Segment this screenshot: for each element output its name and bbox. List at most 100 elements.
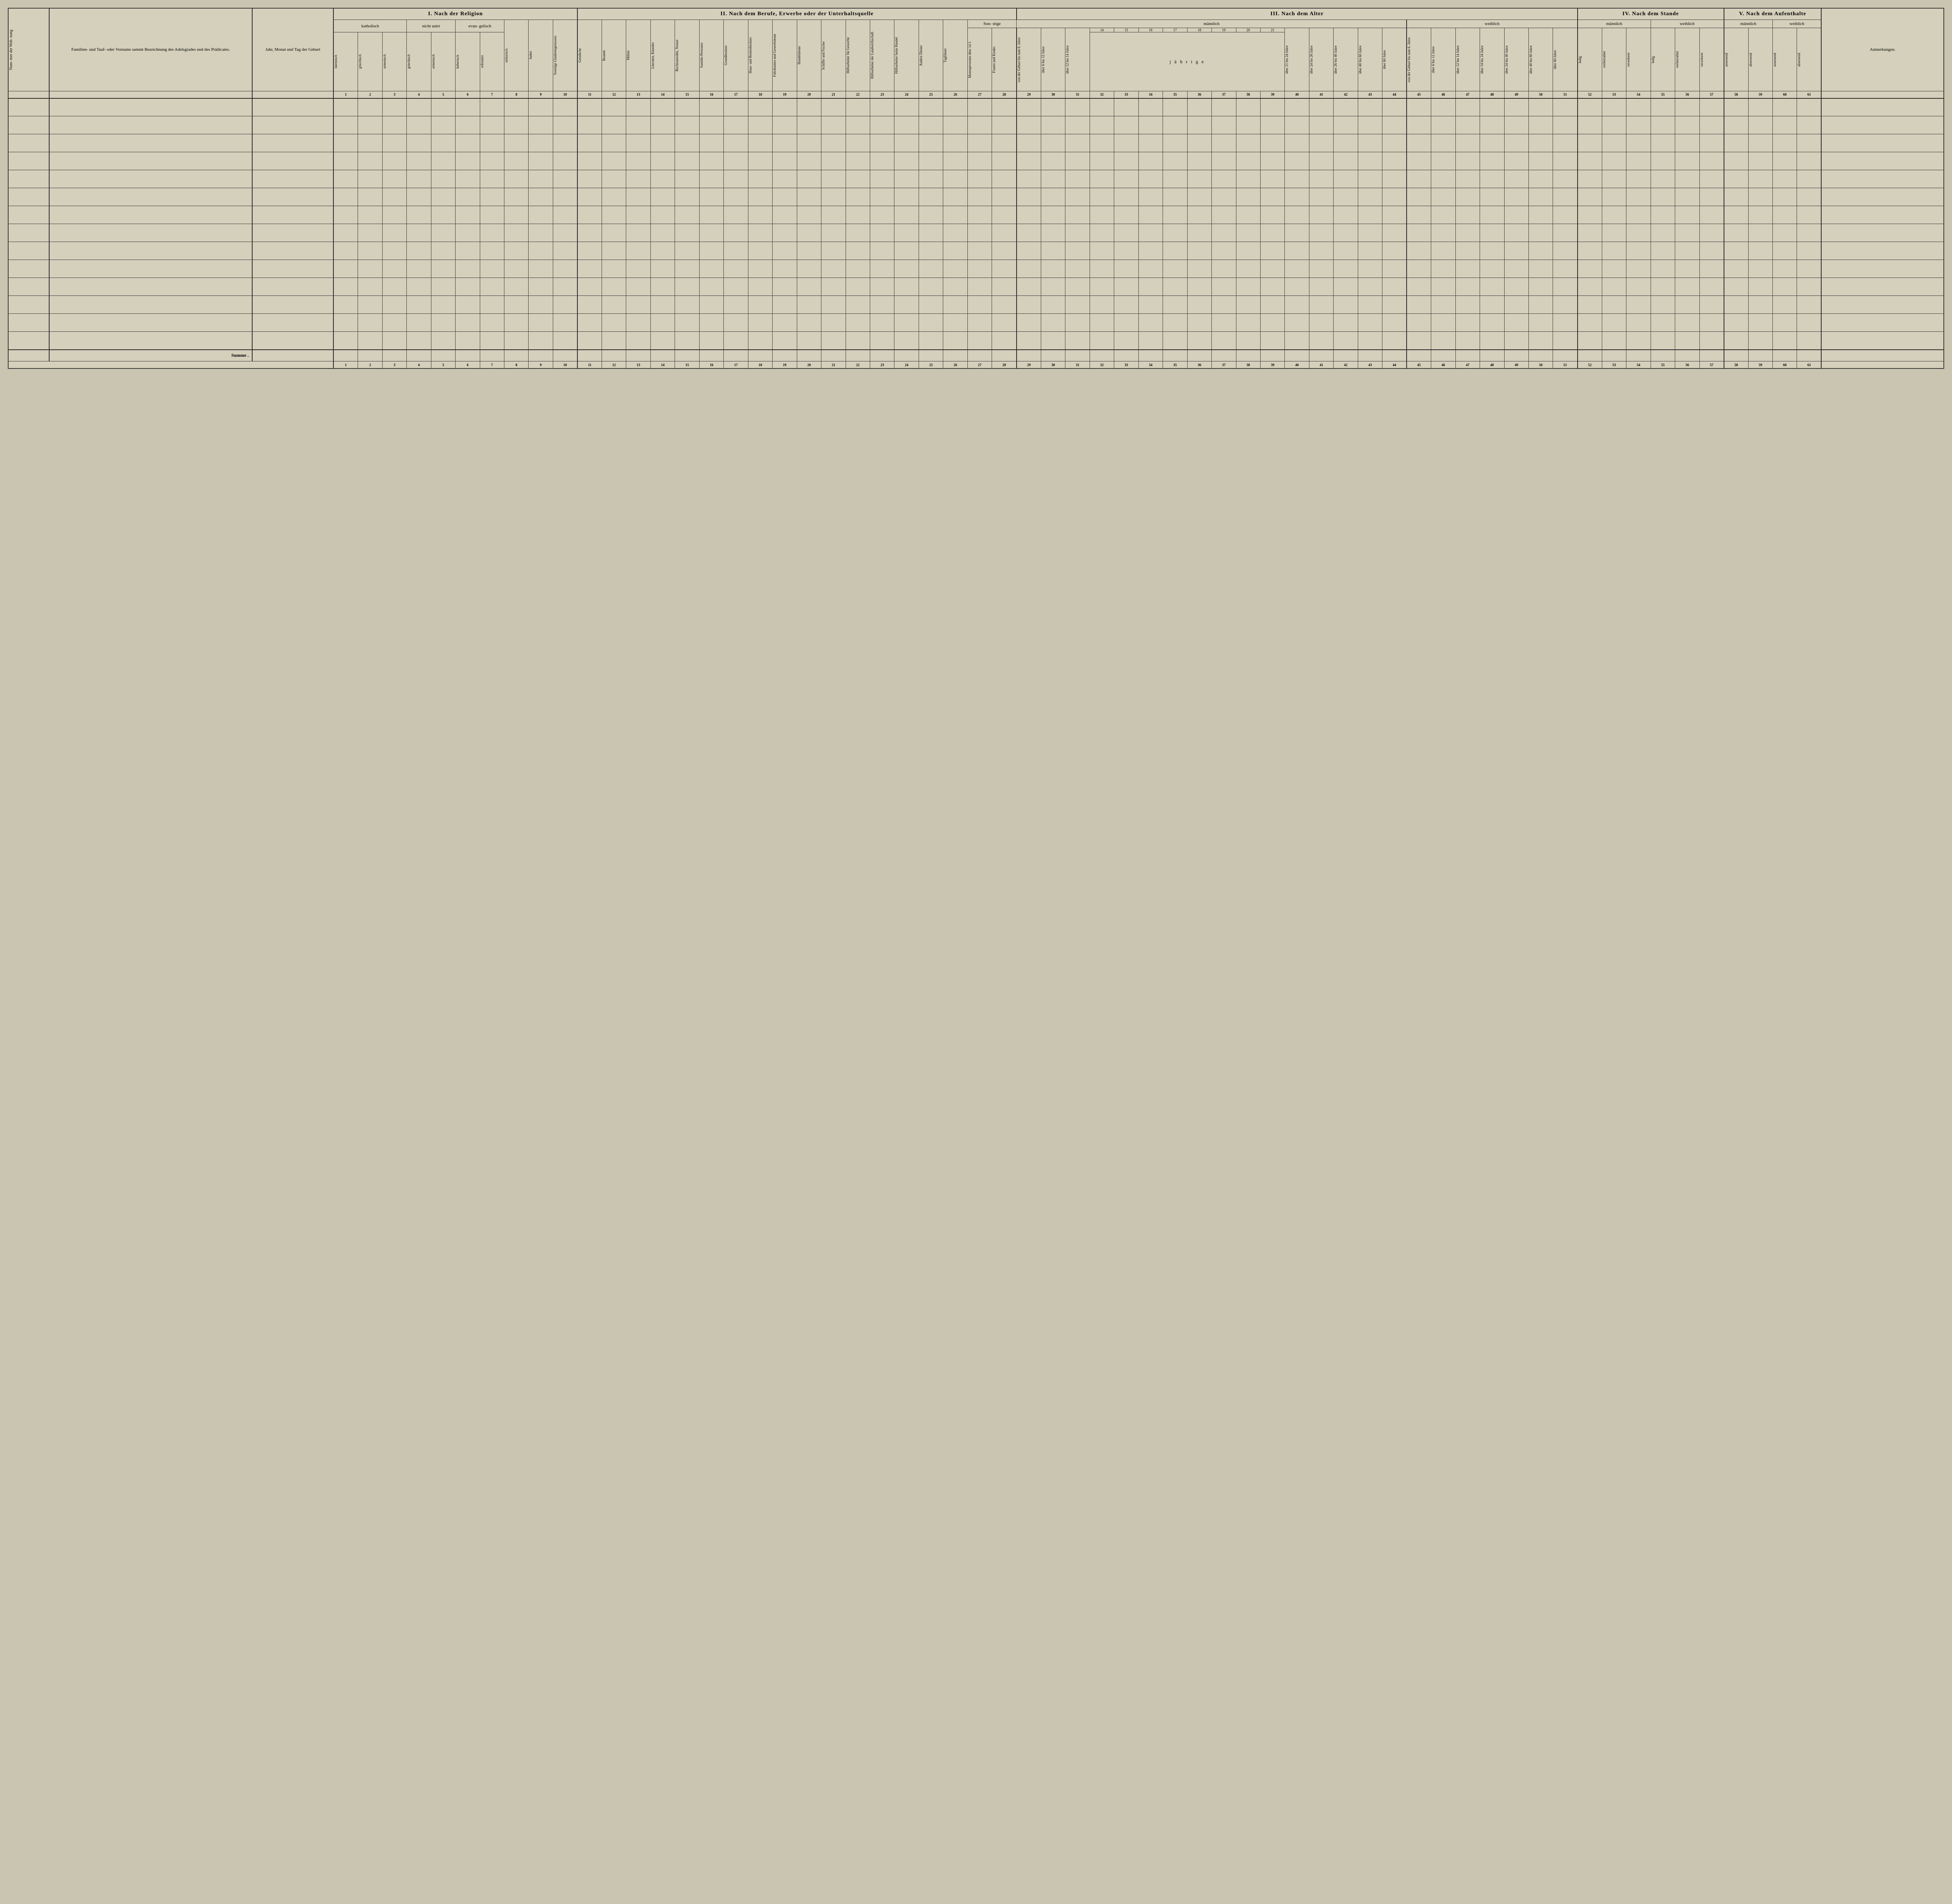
- col-beruf-14: Hilfsarbeiter beim Handel: [894, 20, 919, 91]
- yr-17: 17: [1163, 28, 1187, 32]
- yr-16: 16: [1138, 28, 1163, 32]
- summe-row: Summe .: [9, 350, 1944, 361]
- yr-14: 14: [1090, 28, 1114, 32]
- col-number-row-bottom: 12345 678910 1112131415 1617181920 21222…: [9, 361, 1944, 368]
- col-beruf-6: Sanitäts-Personen: [699, 20, 723, 91]
- section-religion: I. Nach der Religion: [333, 9, 577, 20]
- grp-katholisch: katholisch: [333, 20, 406, 32]
- yr-15: 15: [1114, 28, 1138, 32]
- table-row: [9, 98, 1944, 116]
- col-anmerkungen: Anmerkungen.: [1821, 9, 1943, 91]
- col-number-row-top: 12345 678910 1112131415 1617181920 21222…: [9, 91, 1944, 98]
- col-rel-10: Sonstige Glaubensgenossen: [553, 20, 577, 91]
- table-row: [9, 188, 1944, 206]
- col-rel-8: unitarisch: [504, 20, 529, 91]
- table-row: [9, 224, 1944, 242]
- col-rel-4: griechisch: [407, 32, 431, 91]
- col-beruf-8: Haus- und Rentenbesitzer: [748, 20, 772, 91]
- col-alter-mr2: über 24 bis 26 Jahre: [1309, 28, 1333, 91]
- col-alter-mr5: über 60 Jahre: [1382, 28, 1407, 91]
- col-alter-w6: über 40 bis 60 Jahre: [1528, 28, 1553, 91]
- col-rel-5: armenisch: [431, 32, 455, 91]
- col-beruf-5: Rechtsanwälte, Notare: [675, 20, 699, 91]
- col-stande-w2: verheirathet: [1675, 28, 1699, 91]
- table-header: Num- mer der Woh- nung Familien- und Tau…: [9, 9, 1944, 98]
- yr-21: 21: [1260, 28, 1284, 32]
- yr-19: 19: [1212, 28, 1236, 32]
- col-alter-w3: über 12 bis 14 Jahre: [1455, 28, 1480, 91]
- col-alter-w7: über 60 Jahre: [1553, 28, 1578, 91]
- lbl-jaehrige: j ä h r i g e: [1090, 32, 1285, 91]
- col-beruf-7: Grundbesitzer: [724, 20, 748, 91]
- col-beruf-12: Hilfsarbeiter für Gewerbe: [846, 20, 870, 91]
- census-table: Num- mer der Woh- nung Familien- und Tau…: [8, 8, 1944, 368]
- col-auf-m1: anwesend: [1724, 28, 1748, 91]
- col-rel-6: lutherisch: [456, 32, 480, 91]
- col-alter-mr4: über 40 bis 60 Jahre: [1358, 28, 1382, 91]
- data-rows: [9, 98, 1944, 350]
- table-row: [9, 134, 1944, 152]
- col-beruf-10: Handelsleute: [797, 20, 821, 91]
- col-beruf-15: Andere Diener: [919, 20, 943, 91]
- grp-alter-m: männlich: [1017, 20, 1407, 28]
- table-row: [9, 332, 1944, 350]
- grp-nicht-unirt: nicht unirt: [407, 20, 456, 32]
- col-beruf-18: Frauen und Kinder: [992, 28, 1017, 91]
- yr-18: 18: [1187, 28, 1211, 32]
- col-auf-m2: abwesend: [1748, 28, 1772, 91]
- yr-20: 20: [1236, 28, 1260, 32]
- col-stande-w1: ledig: [1651, 28, 1675, 91]
- col-geburt: Jahr, Monat und Tag der Geburt: [252, 9, 333, 91]
- section-stande: IV. Nach dem Stande: [1578, 9, 1724, 20]
- grp-stande-m: männlich: [1578, 20, 1651, 28]
- col-alter-w5: über 24 bis 40 Jahre: [1504, 28, 1528, 91]
- col-stande-w3: verwitwet: [1699, 28, 1724, 91]
- col-beruf-2: Beamte: [602, 20, 626, 91]
- col-alter-mr3: über 26 bis 40 Jahre: [1334, 28, 1358, 91]
- col-auf-w2: abwesend: [1797, 28, 1822, 91]
- table-row: [9, 278, 1944, 296]
- col-beruf-13: Hilfsarbeiter der Landwirthschaft: [870, 20, 894, 91]
- table-row: [9, 152, 1944, 170]
- col-alter-mr1: über 21 bis 24 Jahre: [1285, 28, 1309, 91]
- table-row: [9, 260, 1944, 278]
- col-alter-w4: über 14 bis 24 Jahre: [1480, 28, 1504, 91]
- col-rel-3: armenisch: [382, 32, 406, 91]
- grp-sonstige: Son- stige: [967, 20, 1017, 28]
- summe-label: Summe .: [49, 350, 253, 361]
- col-nummer: Num- mer der Woh- nung: [9, 9, 49, 91]
- col-rel-2: griechisch: [358, 32, 382, 91]
- table-row: [9, 296, 1944, 314]
- col-beruf-1: Geistliche: [577, 20, 602, 91]
- section-alter: III. Nach dem Alter: [1017, 9, 1578, 20]
- col-beruf-17: Mannspersonen über 14 J.: [967, 28, 992, 91]
- col-alter-w1: von der Geburt bis zum 6. Jahre: [1407, 28, 1431, 91]
- col-beruf-4: Literaten, Künstler: [650, 20, 675, 91]
- grp-auf-m: männlich: [1724, 20, 1773, 28]
- section-beruf: II. Nach dem Berufe, Erwerbe oder der Un…: [577, 9, 1017, 20]
- col-auf-w1: anwesend: [1772, 28, 1797, 91]
- table-row: [9, 116, 1944, 134]
- grp-alter-w: weiblich: [1407, 20, 1578, 28]
- table-row: [9, 170, 1944, 188]
- col-alter-m1: von der Geburt bis zum 6. Jahre: [1017, 28, 1041, 91]
- grp-auf-w: weiblich: [1772, 20, 1821, 28]
- col-rel-9: Juden: [529, 20, 553, 91]
- table-row: [9, 206, 1944, 224]
- col-stande-m1: ledig: [1578, 28, 1602, 91]
- col-rel-1: lateinisch: [333, 32, 358, 91]
- col-beruf-11: Schiffer und Fischer: [821, 20, 846, 91]
- col-rel-7: reformirt: [480, 32, 504, 91]
- col-stande-m2: verheirathet: [1602, 28, 1626, 91]
- col-alter-m2: über 6 bis 12 Jahre: [1041, 28, 1065, 91]
- table-row: [9, 242, 1944, 260]
- col-alter-w2: über 6 bis 12 Jahre: [1431, 28, 1455, 91]
- table-row: [9, 314, 1944, 332]
- col-beruf-16: Taglöhner: [943, 20, 967, 91]
- census-form-sheet: Num- mer der Woh- nung Familien- und Tau…: [8, 8, 1944, 369]
- col-familien: Familien- und Tauf- oder Vorname sammt B…: [49, 9, 253, 91]
- col-beruf-9: Fabrikanten und Gewerbsleute: [773, 20, 797, 91]
- col-stande-m3: verwitwet: [1626, 28, 1651, 91]
- col-beruf-3: Militär: [626, 20, 650, 91]
- grp-evangelisch: evan- gelisch: [456, 20, 504, 32]
